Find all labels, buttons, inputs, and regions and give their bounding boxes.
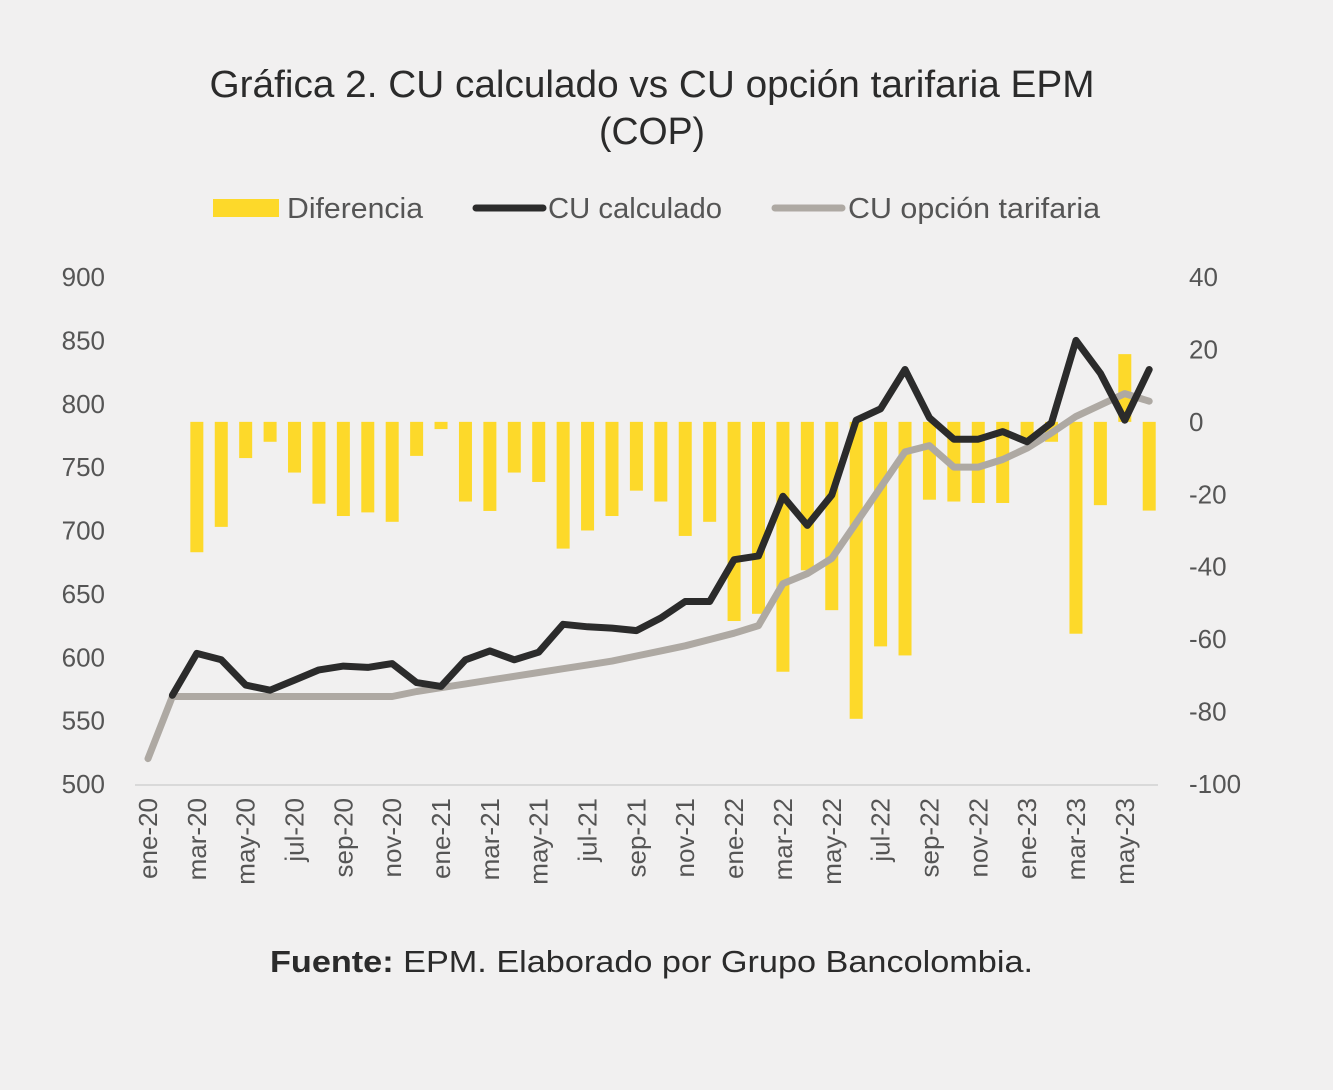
x-tick-label: mar-22 <box>768 798 798 880</box>
bar-diferencia-jun-22 <box>849 421 863 719</box>
bar-diferencia-abr-22 <box>800 421 814 571</box>
x-tick-label: nov-20 <box>377 798 407 878</box>
right-tick-label: 40 <box>1189 262 1218 292</box>
bar-diferencia-feb-21 <box>458 421 472 502</box>
bar-diferencia-dic-21 <box>703 421 717 522</box>
bar-diferencia-jun-20 <box>263 421 277 442</box>
legend-label-calculado: CU calculado <box>548 193 722 225</box>
right-tick-label: 20 <box>1189 334 1218 364</box>
right-tick-label: -60 <box>1189 624 1227 654</box>
x-tick-label: sep-21 <box>621 798 651 878</box>
left-tick-label: 550 <box>62 706 105 736</box>
bar-diferencia-sep-21 <box>629 421 643 491</box>
line-cu-calculado <box>168 336 1153 699</box>
right-tick-label: -40 <box>1189 552 1227 582</box>
bar-diferencia-dic-20 <box>410 421 424 456</box>
bar-diferencia-may-20 <box>239 421 253 459</box>
bar-diferencia-abr-20 <box>214 421 228 527</box>
right-tick-label: -80 <box>1189 697 1227 727</box>
x-tick-label: mar-21 <box>475 798 505 880</box>
x-tick-label: may-20 <box>231 798 261 885</box>
x-tick-label: sep-22 <box>914 798 944 878</box>
bar-diferencia-nov-21 <box>678 421 692 536</box>
bar-diferencia-may-21 <box>532 421 546 482</box>
x-tick-label: nov-21 <box>670 798 700 878</box>
left-axis-ticks: 900 850 800 750 700 650 600 550 500 <box>62 262 105 799</box>
bar-diferencia-jun-23 <box>1142 421 1156 511</box>
bar-diferencia-mar-22 <box>776 421 790 672</box>
bar-diferencia-oct-20 <box>361 421 375 513</box>
bar-diferencia-abr-21 <box>507 421 521 473</box>
source-label: Fuente: <box>270 944 394 979</box>
bar-diferencia-jul-22 <box>874 421 888 647</box>
legend-label-diferencia: Diferencia <box>287 193 424 225</box>
source-text: EPM. Elaborado por Grupo Bancolombia. <box>394 944 1033 979</box>
bar-diferencia-jul-20 <box>288 421 302 473</box>
x-tick-label: ene-22 <box>719 798 749 879</box>
x-tick-label: sep-20 <box>328 798 358 878</box>
x-tick-label: may-21 <box>524 798 554 885</box>
x-tick-label: jul-22 <box>866 798 896 863</box>
x-tick-label: ene-21 <box>426 798 456 879</box>
x-axis-ticks: ene-20 mar-20 may-20 jul-20 sep-20 nov-20 ene-… <box>133 798 1140 885</box>
bar-diferencia-nov-20 <box>385 421 399 522</box>
x-tick-label: may-22 <box>817 798 847 885</box>
bar-diferencia-ene-22 <box>727 421 741 622</box>
right-tick-label: 0 <box>1189 407 1203 437</box>
legend-swatch-diferencia <box>213 199 279 217</box>
x-tick-label: may-23 <box>1110 798 1140 885</box>
left-tick-label: 650 <box>62 579 105 609</box>
bar-diferencia-jun-21 <box>556 421 570 549</box>
bar-diferencia-ago-20 <box>312 421 326 504</box>
bar-diferencia-ene-21 <box>434 421 448 430</box>
left-tick-label: 850 <box>62 325 105 355</box>
bar-diferencia-sep-20 <box>336 421 350 517</box>
bar-diferencia-jul-21 <box>581 421 595 531</box>
bar-diferencia-mar-23 <box>1069 421 1083 634</box>
x-tick-label: jul-21 <box>573 798 603 863</box>
series-lines <box>144 336 1153 763</box>
right-axis-ticks: 40 20 0 -20 -40 -60 -80 -100 <box>1189 262 1241 799</box>
left-tick-label: 900 <box>62 262 105 292</box>
x-tick-label: mar-20 <box>182 798 212 880</box>
source-note: Fuente: EPM. Elaborado por Grupo Bancolo… <box>270 944 1033 979</box>
chart-subtitle: (COP) <box>599 111 705 153</box>
bars-diferencia <box>190 354 1156 719</box>
legend: Diferencia CU calculado CU opción tarifa… <box>213 193 1101 225</box>
right-tick-label: -20 <box>1189 479 1227 509</box>
left-tick-label: 600 <box>62 642 105 672</box>
bar-diferencia-mar-20 <box>190 421 204 553</box>
left-tick-label: 750 <box>62 452 105 482</box>
bar-diferencia-ago-22 <box>898 421 912 656</box>
right-tick-label: -100 <box>1189 769 1241 799</box>
bar-diferencia-feb-22 <box>752 421 765 614</box>
left-tick-label: 800 <box>62 389 105 419</box>
left-tick-label: 500 <box>62 769 105 799</box>
legend-label-tarifaria: CU opción tarifaria <box>848 193 1101 225</box>
x-tick-label: mar-23 <box>1061 798 1091 880</box>
bar-diferencia-mar-21 <box>483 421 497 511</box>
x-tick-label: ene-23 <box>1012 798 1042 879</box>
x-tick-label: nov-22 <box>963 798 993 878</box>
bar-diferencia-may-23 <box>1118 354 1132 422</box>
bar-diferencia-oct-21 <box>654 421 668 502</box>
bar-diferencia-ago-21 <box>605 421 619 517</box>
line-cu-opcion-tarifaria <box>144 390 1153 763</box>
left-tick-label: 700 <box>62 516 105 546</box>
bar-diferencia-may-22 <box>825 421 839 611</box>
x-tick-label: jul-20 <box>280 798 310 863</box>
x-tick-label: ene-20 <box>133 798 163 879</box>
bar-diferencia-abr-23 <box>1093 421 1107 506</box>
bar-diferencia-sep-22 <box>922 421 936 500</box>
chart-title: Gráfica 2. CU calculado vs CU opción tar… <box>210 64 1095 106</box>
